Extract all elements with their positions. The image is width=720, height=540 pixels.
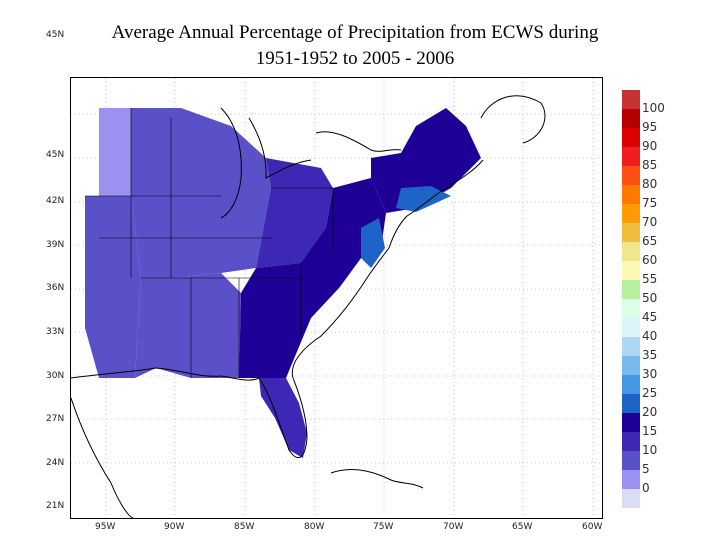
lon-tick: 95W (95, 522, 116, 532)
colorbar-label: 50 (642, 291, 658, 305)
lat-tick: 45N (46, 150, 65, 160)
colorbar-swatch (622, 451, 640, 470)
region-midwest (131, 108, 271, 278)
region-northern-plains (99, 108, 131, 196)
lat-tick: 42N (46, 196, 65, 206)
colorbar-swatch (622, 147, 640, 166)
colorbar-label: 55 (642, 272, 658, 286)
region-new-england (371, 108, 481, 213)
colorbar-swatch (622, 242, 640, 261)
colorbar-label: 85 (642, 158, 658, 172)
lat-tick: 33N (46, 327, 65, 337)
lon-tick: 85W (234, 522, 255, 532)
lat-tick: 30N (46, 371, 65, 381)
map-title: Average Annual Percentage of Precipitati… (0, 20, 710, 72)
colorbar-swatch (622, 204, 640, 223)
title-line-2: 1951-1952 to 2005 - 2006 (255, 48, 455, 69)
region-new-england-coast (396, 186, 451, 212)
colorbar-label: 10 (642, 443, 658, 457)
colorbar-label: 80 (642, 177, 658, 191)
colorbar-label: 95 (642, 120, 658, 134)
lat-tick: 21N (46, 501, 65, 511)
colorbar-swatch (622, 185, 640, 204)
colorbar-swatch (622, 375, 640, 394)
lat-tick: 36N (46, 283, 65, 293)
colorbar-swatch (622, 318, 640, 337)
title-line-1: Average Annual Percentage of Precipitati… (111, 22, 599, 43)
colorbar-label: 70 (642, 215, 658, 229)
colorbar-swatch (622, 432, 640, 451)
region-florida (259, 378, 307, 458)
colorbar-swatch (622, 413, 640, 432)
precipitation-regions (85, 108, 481, 458)
colorbar-label: 5 (642, 462, 650, 476)
lon-tick: 60W (582, 522, 603, 532)
lon-tick: 75W (373, 522, 394, 532)
lon-tick: 70W (443, 522, 464, 532)
colorbar (622, 90, 640, 508)
colorbar-label: 100 (642, 101, 665, 115)
lat-tick: 45N (46, 30, 65, 40)
colorbar-swatch (622, 90, 640, 109)
lon-tick: 80W (304, 522, 325, 532)
colorbar-swatch (622, 489, 640, 508)
lat-tick: 24N (46, 458, 65, 468)
colorbar-swatch (622, 337, 640, 356)
region-central-plains (85, 196, 141, 378)
colorbar-label: 0 (642, 481, 650, 495)
region-ohio-valley (256, 158, 333, 268)
colorbar-label: 25 (642, 386, 658, 400)
region-chesapeake-coast (361, 218, 385, 268)
state-borders (85, 108, 334, 378)
colorbar-label: 40 (642, 329, 658, 343)
colorbar-swatch (622, 223, 640, 242)
colorbar-swatch (622, 470, 640, 489)
lon-tick: 65W (512, 522, 533, 532)
colorbar-swatch (622, 128, 640, 147)
colorbar-label: 65 (642, 234, 658, 248)
colorbar-swatch (622, 261, 640, 280)
colorbar-label: 60 (642, 253, 658, 267)
colorbar-swatch (622, 356, 640, 375)
colorbar-swatch (622, 394, 640, 413)
region-gulf-coast (135, 273, 241, 378)
colorbar-label: 30 (642, 367, 658, 381)
colorbar-swatch (622, 280, 640, 299)
colorbar-label: 35 (642, 348, 658, 362)
lat-tick: 39N (46, 240, 65, 250)
colorbar-label: 15 (642, 424, 658, 438)
map-frame (70, 77, 603, 519)
lat-tick: 27N (46, 414, 65, 424)
colorbar-label: 45 (642, 310, 658, 324)
map-canvas (71, 78, 602, 518)
colorbar-swatch (622, 166, 640, 185)
region-mid-atlantic (301, 178, 386, 288)
colorbar-label: 90 (642, 139, 658, 153)
colorbar-label: 75 (642, 196, 658, 210)
colorbar-swatch (622, 299, 640, 318)
lon-tick: 90W (164, 522, 185, 532)
coastlines (71, 95, 546, 518)
colorbar-swatch (622, 109, 640, 128)
colorbar-label: 20 (642, 405, 658, 419)
